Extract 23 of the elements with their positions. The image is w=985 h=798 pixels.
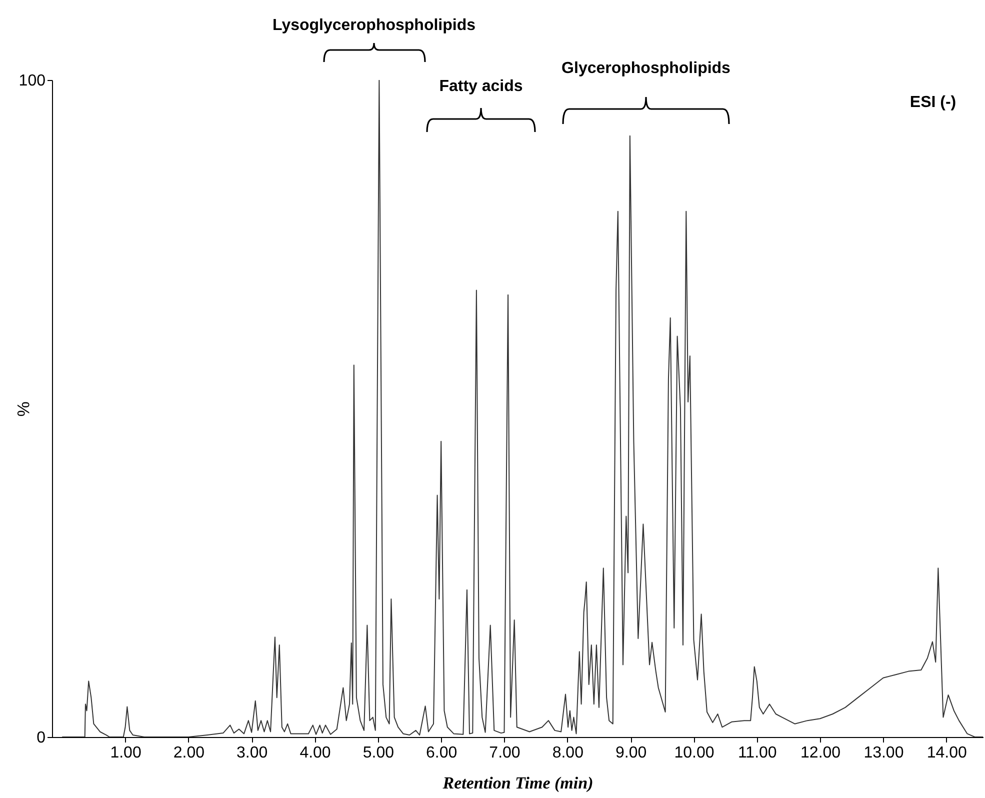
annotation: Fatty acids bbox=[439, 78, 523, 96]
x-tick-label: 9.00 bbox=[615, 744, 647, 762]
x-axis-title: Retention Time (min) bbox=[442, 774, 594, 792]
x-tick-label: 3.00 bbox=[236, 744, 268, 762]
x-tick-label: 14.00 bbox=[926, 744, 967, 762]
y-axis-title: % bbox=[14, 401, 32, 417]
x-tick-label: 6.00 bbox=[426, 744, 458, 762]
x-tick-label: 10.00 bbox=[674, 744, 714, 762]
annotation: ESI (-) bbox=[910, 94, 956, 112]
x-tick-label: 12.00 bbox=[800, 744, 841, 762]
x-tick-label: 13.00 bbox=[864, 744, 904, 762]
y-tick-label: 100 bbox=[18, 72, 46, 90]
x-tick-label: 1.00 bbox=[110, 744, 142, 762]
line-series bbox=[62, 80, 983, 737]
x-tick-label: 2.00 bbox=[173, 744, 205, 762]
x-tick-label: 4.00 bbox=[300, 744, 331, 762]
x-tick-label: 7.00 bbox=[489, 744, 520, 762]
x-tick-label: 5.00 bbox=[362, 744, 394, 762]
text: Glycerophospholipids bbox=[562, 60, 730, 78]
x-tick-label: 11.00 bbox=[738, 744, 777, 762]
y-tick-label: 0 bbox=[36, 730, 46, 746]
text: Lysoglycerophospholipids bbox=[272, 17, 476, 35]
x-tick-label: 8.00 bbox=[552, 744, 584, 762]
